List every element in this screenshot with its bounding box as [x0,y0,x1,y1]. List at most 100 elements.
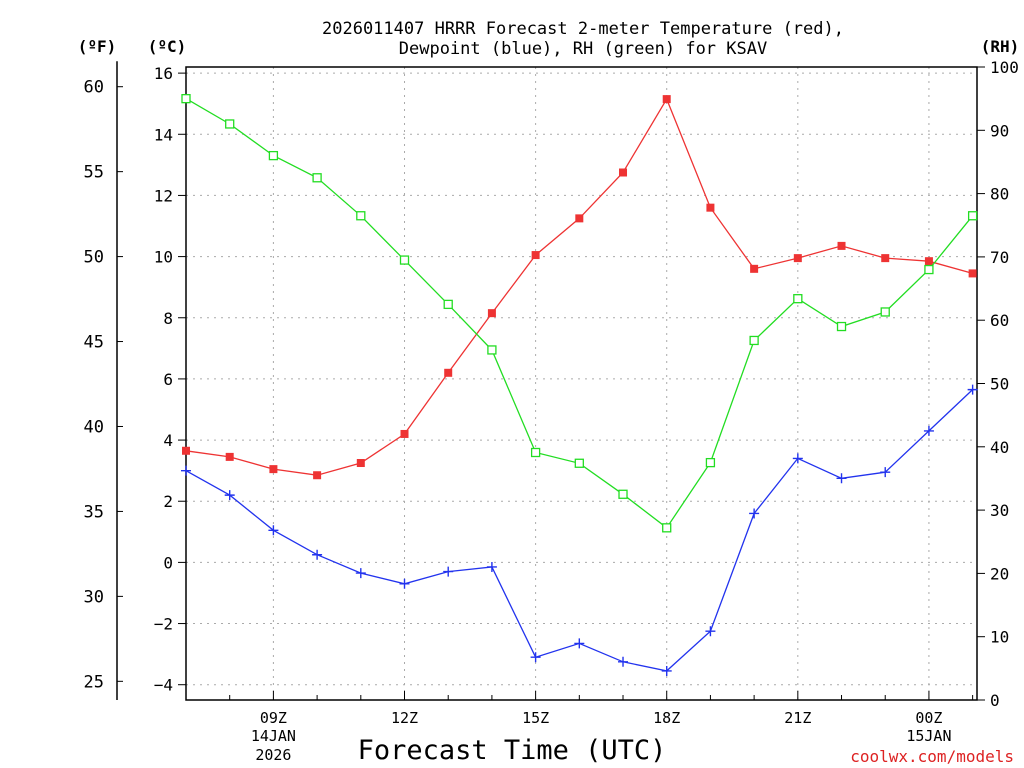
temperature-point [313,471,322,480]
temperature-point [924,257,933,266]
celsius-tick-label: 2 [163,492,173,511]
rh-tick-label: 30 [990,501,1009,520]
credit-text: coolwx.com/models [850,747,1014,766]
fahrenheit-tick-label: 50 [84,248,104,268]
temperature-point [793,254,802,263]
x-tick-label: 09Z [260,709,287,727]
dewpoint-point [443,566,454,577]
rh-point [268,150,279,161]
temperature-point [400,429,409,438]
x-tick-label: 12Z [391,709,418,727]
rh-tick-label: 50 [990,375,1009,394]
rh-point [356,211,366,221]
fahrenheit-tick-label: 25 [84,672,104,692]
celsius-tick-label: 10 [154,248,173,267]
fahrenheit-unit-label: (ºF) [78,37,117,56]
temperature-line [185,97,973,476]
rh-point [880,307,890,317]
rh-point [749,335,759,346]
dewpoint-line [185,389,974,672]
dewpoint-point [574,638,585,649]
x-year-label: 2026 [255,746,291,764]
temperature-point [706,203,715,212]
chart-title-line-1: 2026011407 HRRR Forecast 2-meter Tempera… [322,19,844,39]
celsius-unit-label: (ºC) [148,37,187,56]
grid-lines [186,67,977,700]
temperature-point [182,446,190,455]
rh-tick-label: 60 [990,311,1009,330]
dewpoint-point [749,508,760,519]
celsius-tick-label: −4 [154,676,173,695]
rh-point [530,447,541,458]
dewpoint-point [399,578,410,589]
x-date-label: 14JAN [251,727,296,745]
dewpoint-point [618,656,629,667]
rh-tick-label: 100 [990,58,1019,77]
x-axis-title: Forecast Time (UTC) [358,735,667,766]
series-layer [181,94,978,676]
dewpoint-point [181,465,191,476]
rh-tick-label: 80 [990,185,1009,204]
rh-point [967,211,978,221]
rh-point [443,299,453,310]
rh-point [662,523,672,533]
rh-tick-label: 40 [990,438,1009,457]
celsius-tick-label: 16 [154,64,173,83]
fahrenheit-tick-label: 60 [84,78,104,98]
dewpoint-point [312,549,323,560]
rh-point [312,173,322,183]
dewpoint-point [355,568,366,579]
temperature-point [750,264,759,273]
fahrenheit-tick-label: 35 [84,502,104,522]
x-date-label: 15JAN [906,727,951,745]
rh-point [924,264,934,275]
celsius-tick-label: −2 [154,615,173,634]
x-tick-label: 21Z [784,709,811,727]
temperature-point [225,452,234,461]
dewpoint-point [268,525,279,536]
temperature-point [662,95,671,104]
rh-point [487,345,497,355]
rh-point [793,294,803,304]
rh-point [399,255,410,265]
rh-point [836,321,847,332]
temperature-point [881,254,890,263]
axes [116,61,985,701]
celsius-tick-label: 8 [163,309,173,328]
temperature-point [356,459,365,468]
celsius-tick-label: 4 [163,431,173,450]
dewpoint-point [705,626,716,637]
temperature-point [968,269,977,278]
dewpoint-point [486,561,497,572]
dewpoint-point [880,467,891,478]
celsius-tick-label: 6 [163,370,173,389]
dewpoint-point [967,384,978,395]
temperature-point [619,168,628,177]
temperature-point [444,368,453,377]
x-tick-label: 15Z [522,709,549,727]
dewpoint-point [661,665,672,676]
rh-tick-label: 70 [990,248,1009,267]
temperature-point [837,241,846,250]
rh-point [181,94,191,104]
rh-tick-label: 0 [990,691,1000,710]
temperature-point [531,251,540,260]
temperature-point [269,465,278,474]
dewpoint-point [836,473,847,484]
rh-point [225,119,235,129]
rh-tick-label: 20 [990,564,1009,583]
fahrenheit-tick-label: 30 [84,587,104,607]
dewpoint-point [530,652,541,663]
dewpoint-point [792,453,803,464]
plot-frame [185,66,978,701]
dewpoint-point [224,490,235,501]
rh-tick-label: 90 [990,121,1009,140]
x-tick-label: 18Z [653,709,680,727]
dewpoint-point [923,425,934,436]
celsius-tick-label: 14 [154,125,173,144]
fahrenheit-tick-label: 45 [84,333,104,353]
rh-unit-label: (RH) [981,37,1020,56]
rh-point [705,457,716,468]
temperature-point [575,214,584,223]
